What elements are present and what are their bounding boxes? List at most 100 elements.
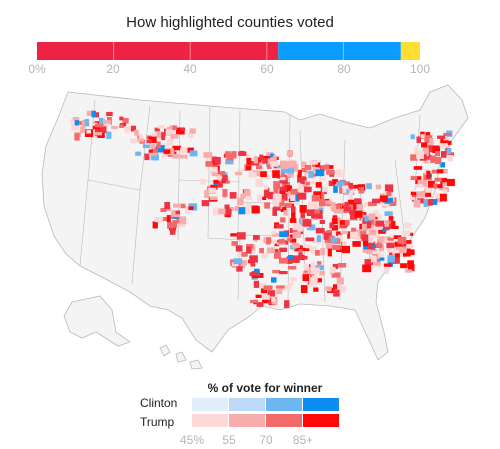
county-patch [220, 171, 226, 176]
county-patch [264, 202, 270, 209]
county-patch [414, 184, 423, 188]
county-patch [302, 274, 310, 282]
county-patch [284, 203, 292, 208]
county-patch [332, 217, 338, 224]
county-patch [260, 283, 266, 289]
county-patch [332, 215, 338, 220]
county-patch [213, 208, 218, 216]
legend-label-clinton: Clinton [140, 396, 178, 410]
alaska [63, 295, 131, 347]
county-patch [383, 191, 388, 195]
county-patch [290, 195, 296, 201]
county-patch [289, 218, 297, 223]
county-patch [237, 198, 244, 206]
county-patch [266, 163, 272, 169]
county-patch [378, 236, 386, 243]
county-patch [106, 131, 112, 139]
county-patch [425, 187, 433, 193]
county-patch [161, 143, 168, 147]
county-patch [308, 170, 314, 178]
county-patch [278, 199, 285, 207]
county-patch [375, 220, 384, 227]
county-patch [393, 235, 402, 239]
county-patch [272, 170, 280, 178]
county-patch [158, 217, 168, 221]
county-patch [364, 216, 371, 223]
county-patch [245, 202, 252, 207]
county-patch [134, 129, 139, 136]
county-patch [259, 248, 264, 254]
county-patch [288, 255, 294, 260]
county-patch [185, 206, 190, 214]
county-patch [303, 180, 308, 187]
county-patch [276, 288, 283, 295]
county-patch [279, 186, 287, 193]
county-patch [250, 299, 259, 304]
county-patch [361, 223, 368, 231]
county-patch [349, 231, 359, 239]
county-patch [289, 238, 297, 243]
county-patch [363, 239, 369, 247]
county-patch [290, 277, 297, 282]
county-patch [236, 232, 246, 240]
county-patch [309, 280, 318, 287]
county-patch [253, 235, 260, 240]
county-patch [235, 171, 243, 176]
county-patch [225, 159, 234, 165]
county-patch [204, 190, 210, 198]
county-patch [130, 125, 136, 132]
county-patch [279, 271, 288, 275]
county-patch [368, 213, 376, 220]
county-patch [377, 241, 382, 245]
county-patch [298, 255, 308, 260]
county-patch [100, 126, 107, 134]
county-patch [251, 205, 259, 212]
county-patch [146, 139, 153, 144]
county-patch [428, 199, 438, 205]
vote-share-bar [37, 42, 420, 60]
legend-swatch-trump-2 [266, 414, 302, 427]
county-patch [356, 236, 363, 242]
county-patch [446, 148, 452, 155]
county-patch [122, 118, 129, 124]
county-patch [323, 232, 332, 240]
county-patch [435, 157, 442, 164]
county-patch [172, 145, 182, 151]
county-patch [284, 300, 290, 309]
county-patch [216, 180, 223, 188]
county-patch [92, 122, 98, 126]
county-patch [279, 247, 288, 252]
county-patch [270, 161, 278, 167]
county-patch [91, 110, 97, 118]
county-patch [231, 262, 239, 267]
county-patch [238, 260, 247, 266]
county-patch [248, 248, 256, 255]
county-patch [333, 186, 338, 193]
county-patch [172, 220, 178, 228]
county-patch [390, 244, 399, 251]
county-patch [343, 207, 351, 212]
county-patch [356, 204, 363, 211]
county-patch [407, 263, 415, 272]
county-patch [259, 154, 264, 161]
county-patch [306, 224, 316, 231]
county-patch [282, 285, 291, 291]
county-patch [250, 263, 256, 267]
county-patch [187, 133, 194, 138]
county-patch [235, 245, 243, 252]
county-patch [157, 125, 165, 129]
county-patch [410, 154, 418, 161]
county-patch [368, 201, 377, 207]
county-patch [282, 171, 289, 176]
county-patch [315, 227, 325, 234]
county-patch [312, 209, 320, 215]
county-patch [337, 234, 343, 238]
county-patch [188, 206, 194, 210]
county-patch [336, 231, 341, 236]
county-patch [386, 191, 392, 197]
bar-tick-20: 20 [106, 62, 120, 76]
county-patch [324, 238, 331, 244]
county-patch [353, 184, 358, 189]
county-patch [435, 151, 440, 157]
county-patch [142, 142, 151, 149]
